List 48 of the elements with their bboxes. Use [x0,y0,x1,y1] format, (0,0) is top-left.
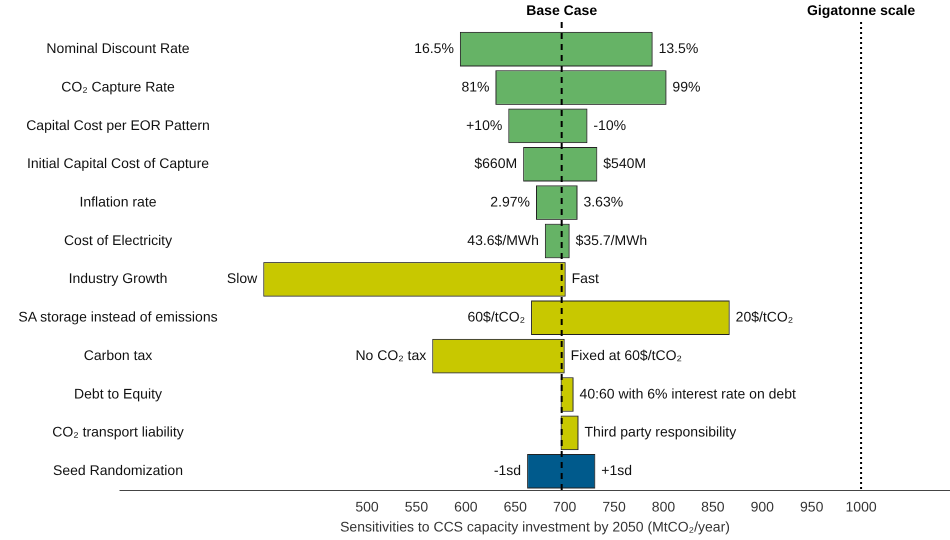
y-tick-label: CO₂ Capture Rate [61,78,176,94]
y-tick-label: Industry Growth [68,270,168,286]
x-tick-label: 500 [355,498,379,515]
annotation: 81% [461,78,490,94]
annotation: 40:60 with 6% interest rate on debt [580,385,796,402]
x-tick-label: 750 [602,498,626,515]
y-tick-label: Inflation rate [79,194,157,210]
y-tick-label: Capital Cost per EOR Pattern [26,116,210,133]
annotation: 60$/tCO₂ [467,308,526,325]
y-tick-label: Debt to Equity [74,385,162,402]
x-tick-label: 600 [454,498,478,515]
y-tick-label: Cost of Electricity [64,232,172,248]
y-tick-label: Seed Randomization [53,462,183,478]
annotation: +1sd [601,462,632,478]
annotation: 20$/tCO₂ [736,308,794,325]
annotation: Fixed at 60$/tCO₂ [570,346,682,363]
annotation: Fast [572,270,599,286]
x-tick-label: 800 [652,498,676,515]
annotation: 43.6$/MWh [467,232,539,248]
x-axis-title: Sensitivities to CCS capacity investment by 2050 (MtCO₂/year) [340,518,730,534]
annotation: Third party responsibility [584,424,736,440]
annotation: $660M [474,155,518,172]
annotation: -10% [593,116,626,133]
ref-line-label: Gigatonne scale [806,2,916,18]
x-tick-label: 900 [750,498,774,515]
annotation: $540M [603,155,646,172]
y-tick-label: Carbon tax [84,346,152,363]
x-tick-label: 700 [552,498,577,515]
x-tick-label: 850 [701,498,725,515]
annotation: Slow [226,270,258,286]
y-tick-label: Nominal Discount Rate [46,40,190,56]
annotation: 2.97% [490,194,530,210]
annotation: 99% [672,78,700,94]
x-tick-label: 950 [800,498,824,515]
annotation: 3.63% [583,194,624,210]
y-tick-label: SA storage instead of emissions [18,308,218,325]
annotation: 13.5% [658,40,698,56]
x-tick-label: 550 [404,498,428,515]
annotation: $35.7/MWh [576,232,648,248]
ref-line-label: Base Case [526,2,598,18]
y-tick-label: Initial Capital Cost of Capture [26,155,210,172]
annotation: 16.5% [414,40,454,56]
y-tick-label: CO₂ transport liability [52,424,184,440]
annotation: No CO₂ tax [355,346,426,363]
annotation: +10% [466,116,502,133]
x-tick-label: 650 [504,498,528,515]
x-tick-label: 1000 [845,498,877,515]
annotation: -1sd [494,462,522,478]
